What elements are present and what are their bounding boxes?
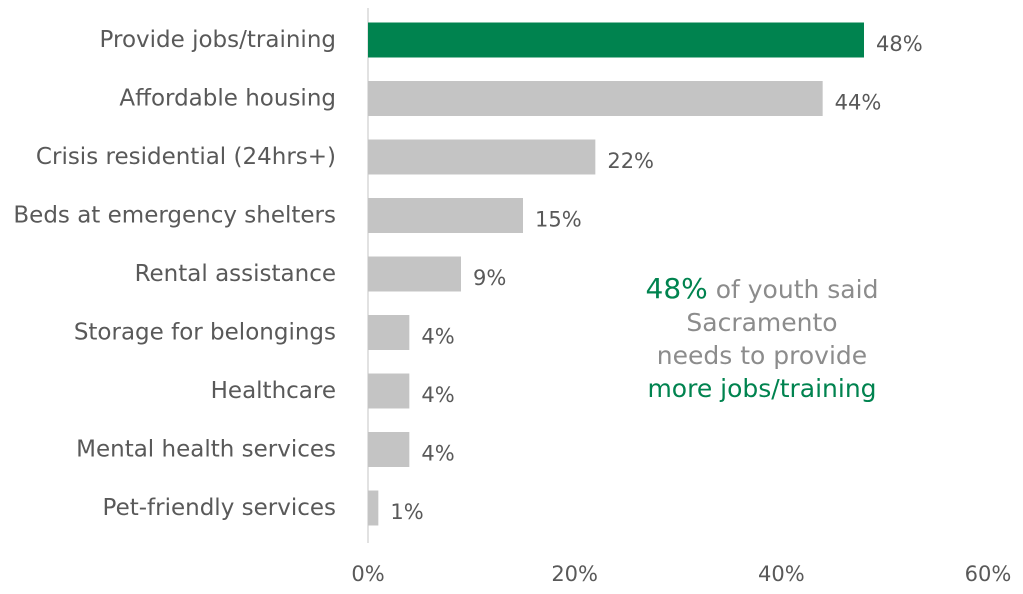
value-label: 44% <box>835 91 882 115</box>
category-label: Pet-friendly services <box>103 495 336 521</box>
category-label: Storage for belongings <box>74 320 336 346</box>
value-label: 22% <box>607 149 654 173</box>
category-label: Affordable housing <box>119 86 336 112</box>
value-label: 15% <box>535 208 582 232</box>
value-label: 48% <box>876 32 923 56</box>
category-label: Crisis residential (24hrs+) <box>36 144 336 170</box>
callout-line-2: Sacramento <box>686 308 838 337</box>
value-label: 4% <box>421 442 454 466</box>
bar <box>368 81 823 116</box>
value-label: 9% <box>473 266 506 290</box>
value-label: 4% <box>421 325 454 349</box>
category-labels-group: Provide jobs/training Affordable housing C… <box>13 27 336 521</box>
callout-annotation: 48% of youth said Sacramento needs to pr… <box>612 272 912 405</box>
value-label: 1% <box>390 500 423 524</box>
x-tick-label: 20% <box>551 562 598 586</box>
x-axis-ticks-group: 0% 20% 40% 60% <box>351 562 1011 586</box>
category-label: Healthcare <box>211 378 336 404</box>
x-tick-label: 60% <box>965 562 1012 586</box>
bar <box>368 315 410 350</box>
bar <box>368 432 410 467</box>
bar <box>368 373 410 409</box>
callout-percentage: 48% <box>645 272 708 305</box>
category-label: Mental health services <box>76 437 336 463</box>
callout-line-4: more jobs/training <box>647 374 877 403</box>
x-tick-label: 40% <box>758 562 805 586</box>
x-tick-label: 0% <box>351 562 384 586</box>
category-label: Rental assistance <box>135 261 336 287</box>
callout-line-1: 48% of youth said <box>612 272 912 306</box>
value-label: 4% <box>421 383 454 407</box>
category-label: Beds at emergency shelters <box>13 203 336 229</box>
callout-line-1-rest: of youth said <box>707 275 879 304</box>
bar <box>368 139 596 175</box>
value-labels-group: 48% 44% 22% 15% 9% 4% 4% 4% 1% <box>390 32 922 524</box>
bars-group <box>368 22 864 526</box>
bar <box>368 198 523 233</box>
bar <box>368 256 461 292</box>
category-label: Provide jobs/training <box>100 27 336 53</box>
bar <box>368 22 864 58</box>
bar <box>368 490 379 526</box>
callout-line-3: needs to provide <box>656 341 868 370</box>
